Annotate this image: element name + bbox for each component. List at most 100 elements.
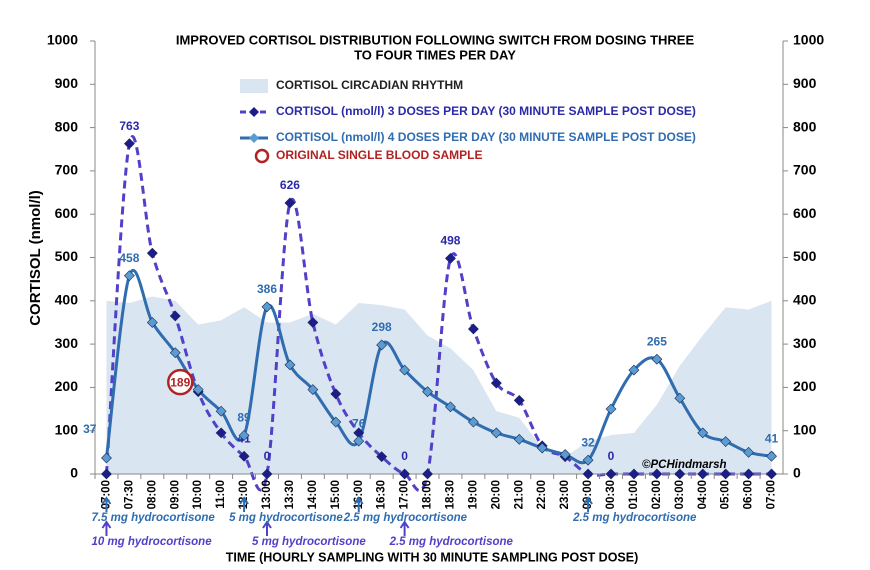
marker [261,301,273,313]
marker [215,427,227,439]
y2-tick-label: 600 [793,205,817,221]
data-label: 0 [608,449,615,463]
x-tick-label: 05:00 [720,480,732,509]
marker [743,446,755,458]
legend-label: CORTISOL (nmol/l) 4 DOSES PER DAY (30 MI… [276,130,696,144]
data-label: 498 [440,234,460,248]
marker [146,317,158,328]
legend-swatch [240,79,268,93]
dose-annotation: 10 mg hydrocortisone [91,536,212,548]
data-label: 265 [647,334,667,348]
y2-tick-label: 800 [793,118,817,134]
x-axis-label: TIME (HOURLY SAMPLING WITH 30 MINUTE SAM… [226,550,639,564]
data-label: 76 [352,416,366,430]
x-tick-label: 03:00 [674,480,686,509]
marker [605,468,617,480]
y-tick-label: 1000 [47,32,78,48]
marker [422,468,433,480]
x-tick-label: 14:00 [307,480,319,509]
marker [513,394,525,406]
marker [238,430,250,441]
data-label: 0 [264,449,271,463]
dose-arrow [353,496,364,512]
marker [445,401,456,413]
dose-arrow [101,520,112,536]
y2-tick-label: 300 [793,335,817,351]
marker [192,384,204,395]
marker [307,317,319,328]
y2-tick-label: 900 [793,75,817,91]
marker [490,377,502,389]
x-tick-label: 01:00 [628,480,640,509]
x-tick-label: 09:00 [169,480,181,509]
x-tick-label: 11:00 [215,480,227,509]
data-label: 0 [401,449,408,463]
marker [674,468,686,480]
marker [330,416,342,428]
marker [651,353,663,365]
y-tick-label: 900 [55,75,79,91]
data-label: 298 [372,320,392,334]
marker [674,392,686,404]
chart-title: IMPROVED CORTISOL DISTRIBUTION FOLLOWING… [176,32,695,47]
x-tick-label: 02:00 [651,480,663,509]
dose-arrow [101,496,112,512]
y2-tick-label: 400 [793,292,817,308]
marker [123,270,135,282]
marker [582,454,594,466]
marker [628,364,640,376]
marker [628,468,640,480]
axes: 0 100 200 300 400 500 600 700 800 900 1000 0 100 200 3… [47,32,825,510]
y-tick-label: 200 [55,378,79,394]
y-tick-label: 300 [55,335,79,351]
marker [123,138,135,150]
dose-annotation: 2.5 mg hydrocortisone [572,512,697,524]
marker [399,364,411,376]
marker [238,450,250,462]
y2-tick-label: 1000 [793,32,824,48]
y-tick-label: 400 [55,292,79,308]
dose-arrow [239,496,249,512]
y-axis-label: CORTISOL (nmol/l) [27,190,44,326]
dose-annotation: 2.5 mg hydrocortisone [389,536,514,548]
y2-tick-label: 500 [793,248,817,264]
marker-layer: 7634106260498003745889386762983226541 [83,119,779,480]
marker [559,449,571,460]
marker [445,252,456,264]
marker [536,442,548,454]
marker [605,403,617,415]
marker [307,384,319,395]
dose-annotation: 5 mg hydrocortisone [229,512,343,524]
y-tick-label: 600 [55,205,79,221]
x-tick-label: 18:30 [444,480,456,509]
x-tick-label: 07:30 [123,480,135,509]
x-tick-label: 13:30 [284,480,296,509]
dose-arrow [262,520,272,536]
y-tick-label: 100 [55,421,79,437]
dose-annotation: 7.5 mg hydrocortisone [91,512,215,524]
x-tick-label: 19:00 [467,480,479,509]
marker [261,468,273,480]
data-label: 386 [257,282,277,296]
data-label: 89 [237,411,251,425]
chart-title: TO FOUR TIMES PER DAY [354,47,516,62]
data-label: 41 [765,431,779,445]
marker [467,416,479,428]
y2-tick-label: 200 [793,378,817,394]
marker [582,468,594,480]
x-tick-label: 04:00 [697,480,709,509]
legend-label: CORTISOL (nmol/l) 3 DOSES PER DAY (30 MI… [276,104,696,118]
x-tick-label: 16:30 [376,480,388,509]
marker [215,405,227,417]
marker [467,323,479,335]
legend-swatch [254,148,270,164]
x-tick-label: 23:00 [559,480,571,509]
marker [169,347,181,359]
y2-tick-label: 100 [793,421,817,437]
marker [376,339,388,351]
x-tick-label: 13:00 [261,480,273,509]
dose-arrow [399,520,410,536]
data-label: 626 [280,178,300,192]
x-tick-label: 08:00 [146,480,158,509]
marker [101,468,112,480]
